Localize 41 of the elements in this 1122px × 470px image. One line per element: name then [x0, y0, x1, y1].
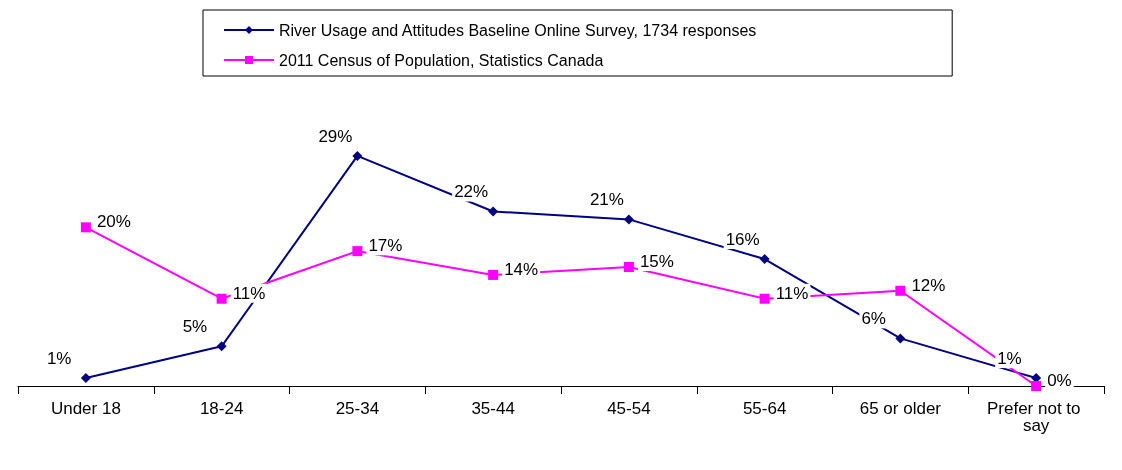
legend-label: River Usage and Attitudes Baseline Online Survey, 1734 responses: [279, 21, 757, 39]
point: [488, 269, 499, 280]
x-tick-label: Prefer not to say: [986, 399, 1086, 435]
x-tick-label: 55-64: [742, 399, 787, 418]
point: [623, 262, 634, 272]
point: [80, 373, 91, 384]
data-label: 22%: [454, 182, 489, 202]
point: [352, 150, 363, 161]
point: [216, 341, 227, 352]
x-tick-label: 25-34: [335, 399, 380, 418]
point: [488, 206, 499, 217]
point: [895, 285, 906, 296]
data-label: 16%: [725, 230, 760, 250]
point: [1031, 381, 1042, 391]
data-label: 21%: [589, 190, 624, 210]
point: [759, 293, 770, 304]
data-label: 12%: [911, 275, 946, 295]
point: [80, 222, 91, 233]
point: [895, 333, 906, 344]
legend-label: 2011 Census of Population, Statistics Canada: [279, 51, 604, 69]
data-label: 5%: [182, 317, 208, 337]
data-label: 15%: [639, 252, 674, 271]
x-tick-label: Under 18: [50, 399, 121, 418]
data-label: 1%: [46, 349, 72, 369]
x-tick-label: 65 or older: [859, 399, 942, 418]
x-tick-label: 18-24: [199, 399, 244, 418]
data-label: 6%: [861, 309, 886, 329]
point: [623, 214, 634, 225]
data-label: 29%: [318, 126, 353, 146]
data-label: 11%: [232, 283, 266, 303]
data-label: 20%: [96, 212, 131, 232]
data-label: 17%: [368, 236, 403, 256]
data-label: 0%: [1047, 371, 1072, 390]
point: [216, 293, 227, 304]
x-tick-label: 35-44: [471, 399, 515, 418]
data-label: 1%: [997, 349, 1022, 369]
point: [352, 246, 363, 257]
x-tick-label: 45-54: [607, 399, 651, 418]
point: [759, 254, 770, 265]
data-label: 11%: [775, 283, 809, 303]
data-label: 14%: [504, 259, 539, 279]
